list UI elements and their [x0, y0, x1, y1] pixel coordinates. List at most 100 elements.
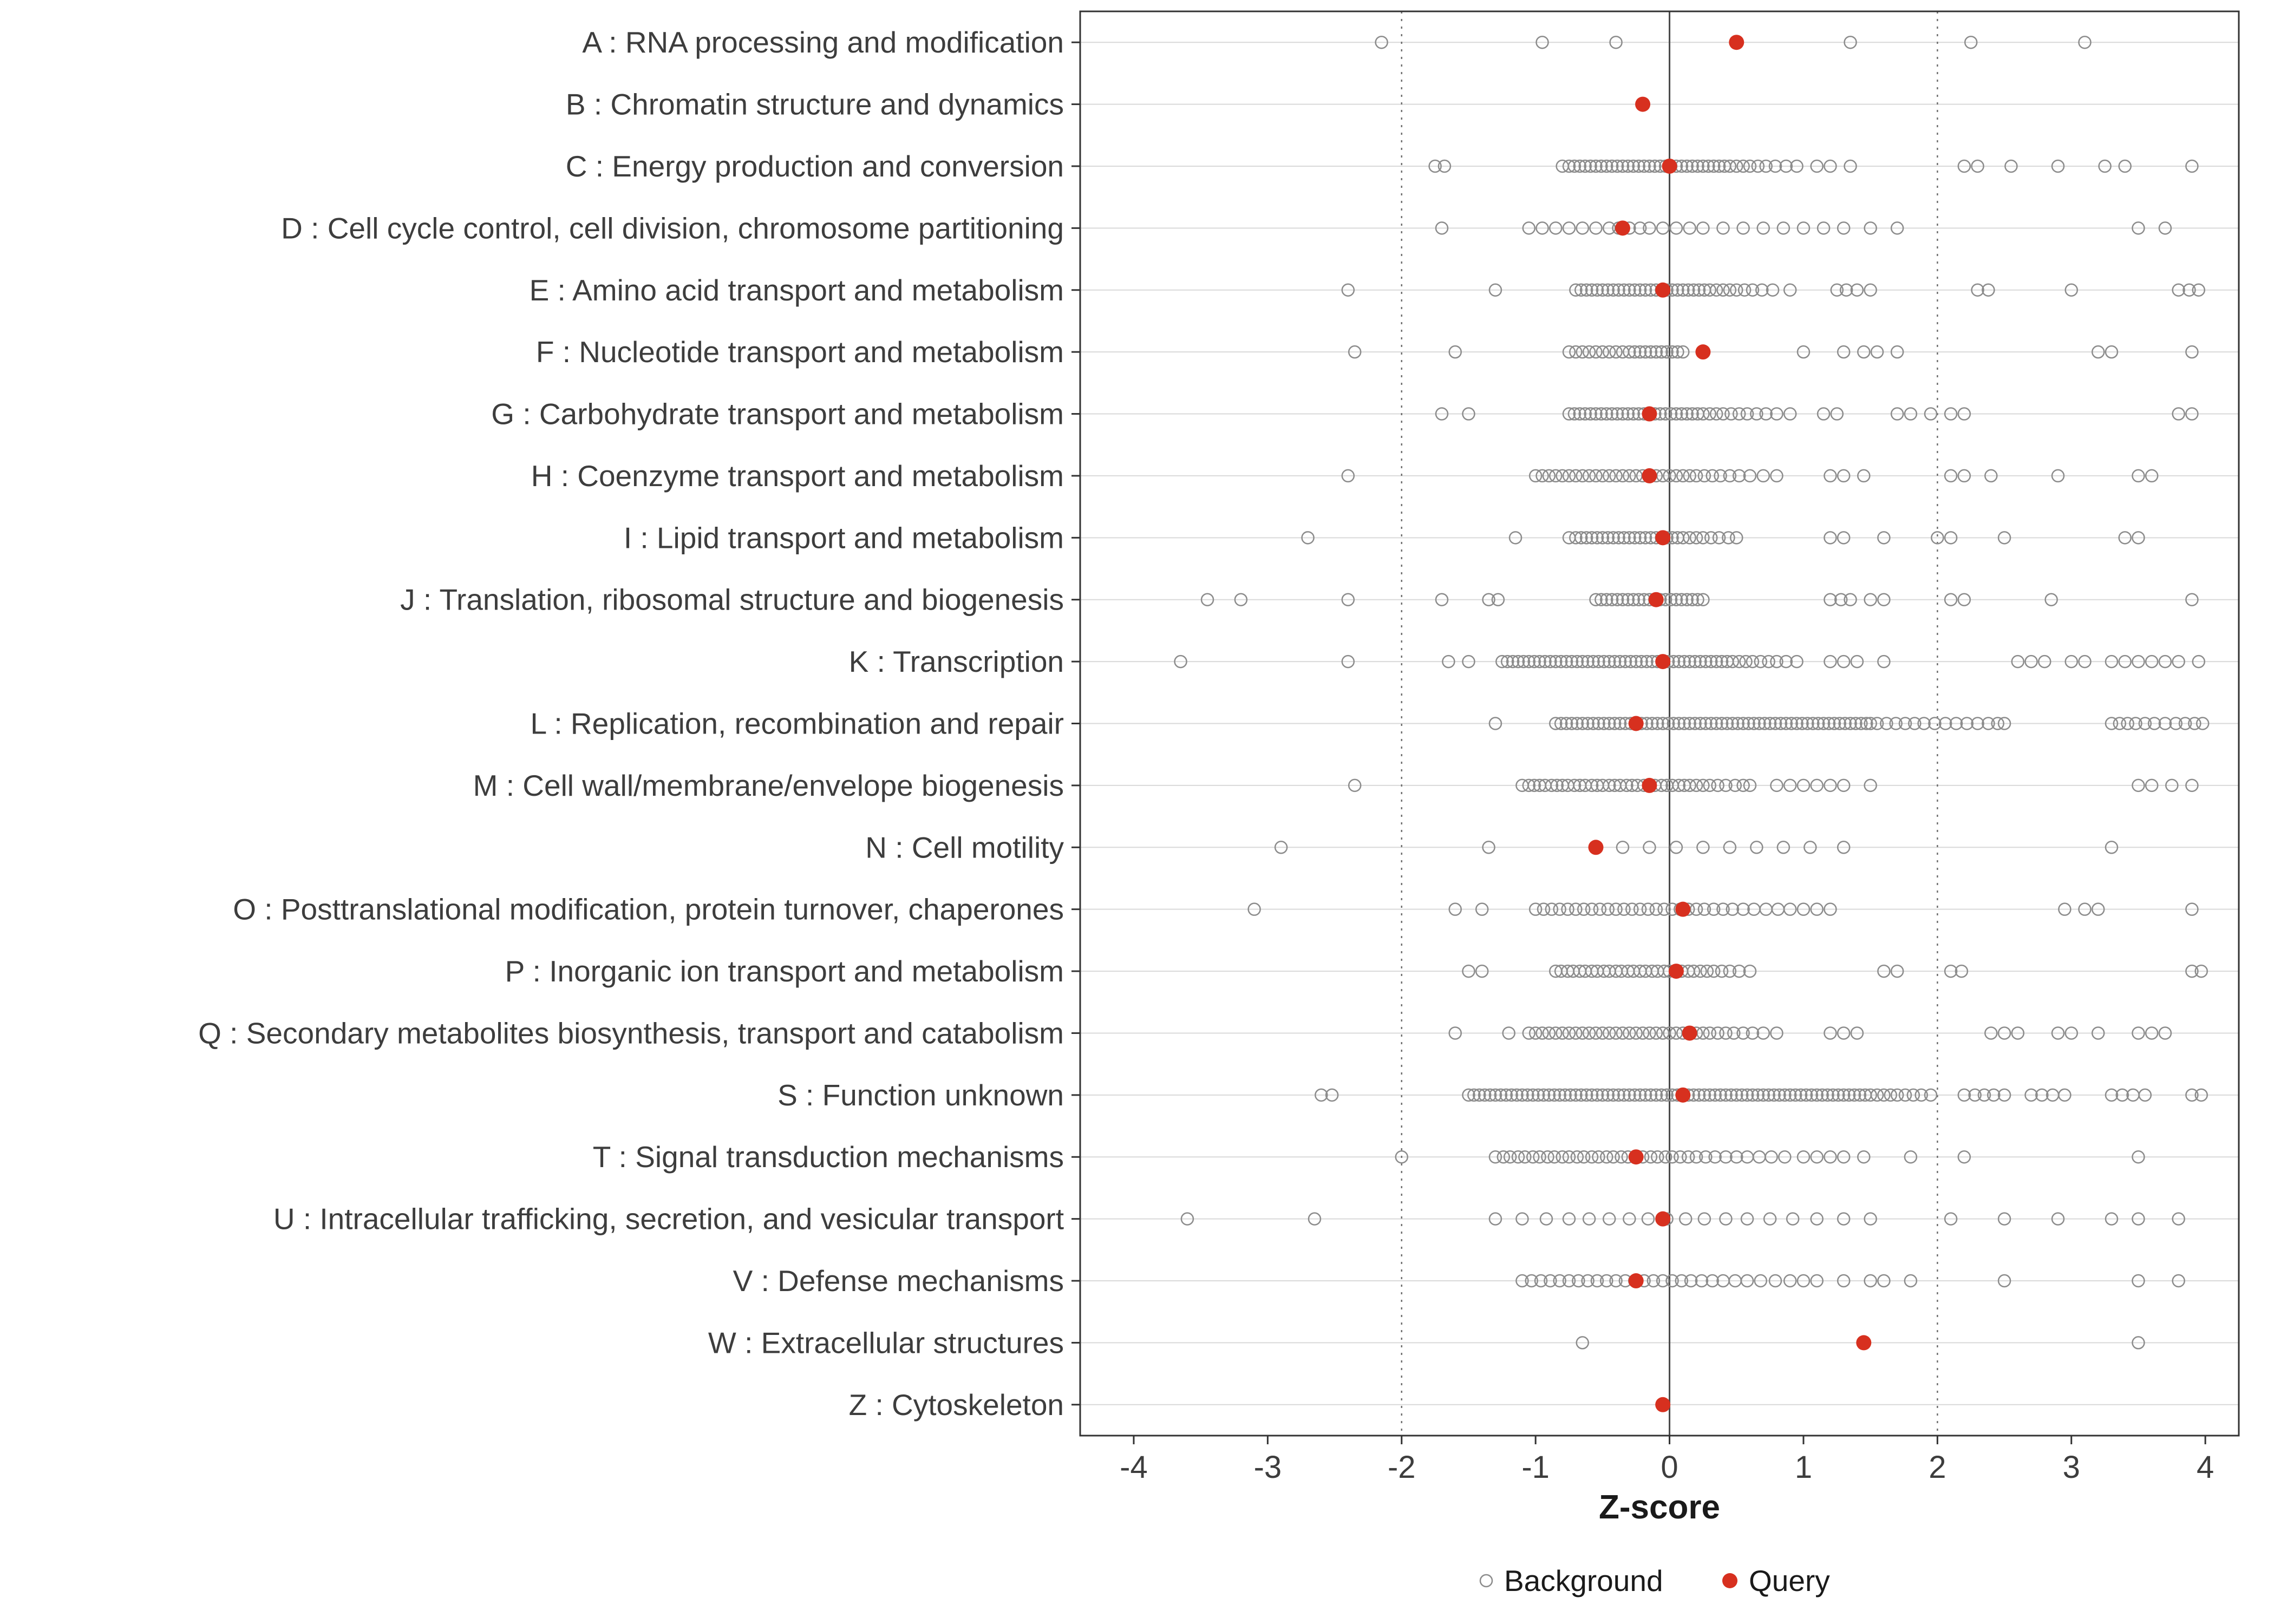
background-point	[1957, 469, 1971, 483]
background-point	[1561, 902, 1574, 916]
background-point	[1971, 283, 1984, 297]
background-point	[1200, 593, 1214, 606]
background-point	[1708, 1088, 1722, 1102]
background-point	[1462, 654, 1475, 669]
background-point	[1234, 593, 1248, 606]
background-point	[1719, 1026, 1733, 1040]
background-point	[1539, 1212, 1553, 1226]
background-point	[1692, 283, 1706, 297]
background-point	[1695, 1274, 1709, 1288]
background-point	[1651, 1150, 1664, 1164]
background-point	[1810, 778, 1824, 793]
background-point	[2185, 964, 2199, 978]
background-point	[1664, 407, 1678, 421]
background-point	[1608, 717, 1622, 730]
background-point	[1740, 407, 1754, 421]
background-point	[1877, 654, 1891, 669]
background-point	[1600, 407, 1613, 421]
background-point	[1732, 407, 1746, 421]
background-point	[1585, 531, 1599, 545]
background-point	[1610, 159, 1624, 173]
background-point	[1884, 1088, 1898, 1102]
background-point	[2185, 159, 2199, 173]
background-point	[1669, 593, 1683, 606]
background-point	[1628, 283, 1642, 297]
background-point	[1864, 593, 1877, 606]
background-point	[1957, 407, 1971, 421]
background-point	[1562, 1274, 1576, 1288]
background-point	[1704, 717, 1718, 730]
background-point	[1559, 654, 1573, 669]
background-point	[1547, 1088, 1561, 1102]
background-point	[1488, 1212, 1502, 1226]
background-point	[1770, 654, 1783, 669]
background-point	[1573, 407, 1587, 421]
background-point	[1562, 1212, 1576, 1226]
background-point	[1850, 283, 1864, 297]
background-point	[2185, 593, 2199, 606]
background-point	[1585, 283, 1599, 297]
background-point	[1582, 1212, 1596, 1226]
background-point	[2185, 407, 2199, 421]
background-point	[2192, 654, 2206, 669]
y-axis-label: Z : Cytoskeleton	[849, 1388, 1064, 1422]
background-point	[1617, 1088, 1631, 1102]
background-point	[1341, 469, 1355, 483]
background-point	[1522, 778, 1536, 793]
background-point	[1715, 964, 1729, 978]
background-point	[2113, 717, 2127, 730]
background-point	[1579, 283, 1593, 297]
background-point	[1699, 654, 1713, 669]
background-point	[1664, 593, 1678, 606]
background-point	[1609, 1274, 1623, 1288]
background-point	[1531, 1088, 1545, 1102]
background-point	[1824, 593, 1837, 606]
background-point	[1696, 159, 1710, 173]
background-point	[1549, 469, 1563, 483]
background-point	[1736, 159, 1750, 173]
background-point	[1533, 1150, 1546, 1164]
background-point	[1824, 778, 1837, 793]
background-point	[1766, 283, 1780, 297]
background-point	[1997, 717, 2011, 730]
background-point	[1709, 717, 1723, 730]
background-point	[1375, 35, 1388, 49]
background-point	[1601, 902, 1615, 916]
background-point	[1576, 654, 1589, 669]
background-point	[1685, 159, 1699, 173]
background-point	[1689, 1150, 1703, 1164]
background-point	[1968, 1088, 1982, 1102]
background-point	[1577, 1150, 1591, 1164]
background-point	[1751, 159, 1765, 173]
query-point	[1655, 1211, 1671, 1227]
background-point	[1635, 654, 1648, 669]
background-point	[1617, 902, 1631, 916]
background-point	[1754, 654, 1768, 669]
background-point	[1573, 159, 1587, 173]
query-point	[1635, 96, 1651, 112]
background-point	[2132, 778, 2145, 793]
background-point	[1743, 469, 1757, 483]
background-point	[1667, 717, 1681, 730]
background-point	[1518, 1150, 1532, 1164]
background-point	[1488, 717, 1502, 730]
background-point	[1522, 221, 1536, 235]
background-point	[1537, 902, 1551, 916]
background-point	[2064, 1026, 2079, 1040]
background-point	[1521, 1088, 1534, 1102]
background-point	[1850, 1026, 1864, 1040]
background-point	[1904, 407, 1918, 421]
background-point	[1633, 531, 1647, 545]
background-point	[1508, 531, 1522, 545]
background-point	[1681, 283, 1695, 297]
background-point	[1564, 1088, 1577, 1102]
background-point	[1616, 407, 1630, 421]
background-point	[1671, 345, 1684, 359]
background-point	[1613, 654, 1627, 669]
background-point	[1593, 902, 1607, 916]
background-point	[1341, 283, 1355, 297]
background-point	[1612, 283, 1625, 297]
background-point	[1853, 1088, 1867, 1102]
background-point	[1576, 1026, 1589, 1040]
background-point	[1628, 531, 1642, 545]
